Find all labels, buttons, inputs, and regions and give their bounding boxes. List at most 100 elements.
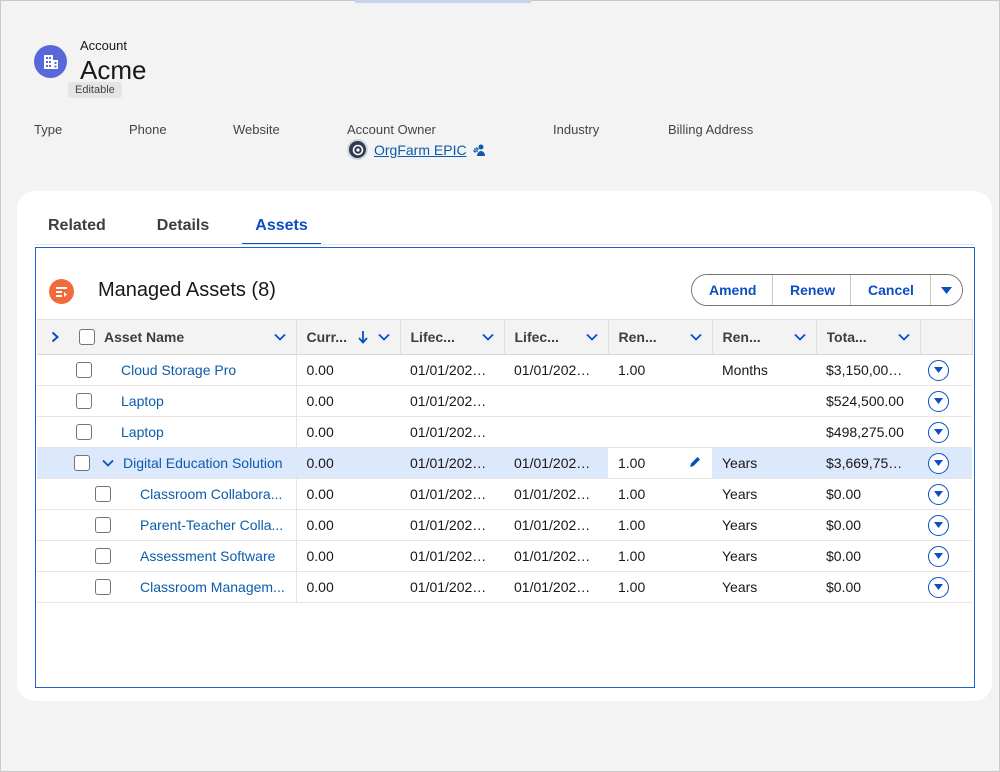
- lifecycle-end-cell: 01/01/2029,...: [504, 571, 608, 603]
- asset-name-link[interactable]: Parent-Teacher Colla...: [140, 517, 284, 533]
- collapse-chevron-icon[interactable]: [100, 459, 116, 467]
- expand-all-chevron-icon[interactable]: [51, 331, 59, 343]
- lifecycle-start-cell: 01/01/2026,...: [400, 478, 504, 510]
- lifecycle-end-cell: 01/01/2029,...: [504, 354, 608, 386]
- row-checkbox[interactable]: [95, 579, 111, 595]
- row-actions-cell: [920, 509, 972, 541]
- row-actions-cell: [920, 385, 972, 417]
- row-actions-cell: [920, 540, 972, 572]
- user-avatar-icon: [347, 139, 368, 160]
- chevron-down-icon[interactable]: [793, 333, 806, 341]
- asset-name-cell: Digital Education Solution: [37, 447, 297, 479]
- lifecycle-start-cell: 01/01/2026,...: [400, 540, 504, 572]
- current-quantity-cell: 0.00: [296, 385, 400, 417]
- account-building-icon: [34, 45, 67, 78]
- asset-name-link[interactable]: Assessment Software: [140, 548, 276, 564]
- table-row[interactable]: Laptop 0.00 01/01/2026,... $498,275.00: [37, 416, 972, 448]
- total-cell: $0.00: [816, 478, 920, 510]
- column-label: Lifec...: [410, 329, 455, 345]
- row-checkbox[interactable]: [76, 362, 92, 378]
- tab-details[interactable]: Details: [156, 217, 210, 234]
- renewal-quantity-cell: 1.00: [608, 509, 712, 541]
- table-row[interactable]: Classroom Managem... 0.00 01/01/2026,... 01…: [37, 571, 972, 603]
- table-row[interactable]: Parent-Teacher Colla... 0.00 01/01/2026,..…: [37, 509, 972, 541]
- row-actions-dropdown-icon[interactable]: [928, 390, 949, 412]
- cancel-button[interactable]: Cancel: [851, 275, 931, 305]
- owner-link[interactable]: OrgFarm EPIC: [374, 141, 467, 158]
- tab-bar: Related Details Assets: [31, 217, 321, 245]
- lifecycle-start-cell: 01/01/2026,...: [400, 447, 504, 479]
- field-label-website: Website: [233, 122, 280, 137]
- row-checkbox[interactable]: [74, 455, 90, 471]
- renew-button[interactable]: Renew: [773, 275, 851, 305]
- row-checkbox[interactable]: [95, 548, 111, 564]
- asset-name-link[interactable]: Classroom Managem...: [140, 579, 285, 595]
- column-header-lifecycle-start[interactable]: Lifec...: [400, 319, 505, 355]
- sort-descending-arrow-icon[interactable]: [357, 330, 368, 344]
- chevron-down-icon[interactable]: [481, 333, 494, 341]
- row-actions-dropdown-icon[interactable]: [928, 576, 949, 598]
- total-cell: $0.00: [816, 571, 920, 603]
- renewal-term-cell: Years: [712, 540, 816, 572]
- tab-assets[interactable]: Assets: [242, 217, 321, 245]
- row-checkbox[interactable]: [76, 393, 92, 409]
- renewal-quantity-cell: 1.00: [608, 478, 712, 510]
- row-checkbox[interactable]: [76, 424, 92, 440]
- renewal-quantity-cell[interactable]: 1.00: [608, 447, 712, 479]
- asset-name-link[interactable]: Digital Education Solution: [123, 455, 283, 471]
- current-quantity-cell: 0.00: [296, 509, 400, 541]
- table-row[interactable]: Digital Education Solution 0.00 01/01/2026…: [37, 447, 972, 479]
- chevron-down-icon[interactable]: [377, 333, 390, 341]
- field-label-type: Type: [34, 122, 63, 137]
- more-actions-button[interactable]: [931, 275, 962, 305]
- chevron-down-icon[interactable]: [897, 333, 910, 341]
- column-header-total[interactable]: Tota...: [816, 319, 921, 355]
- lifecycle-start-cell: 01/01/2026,...: [400, 571, 504, 603]
- row-actions-dropdown-icon[interactable]: [928, 421, 949, 443]
- asset-name-cell: Parent-Teacher Colla...: [37, 509, 297, 541]
- table-row[interactable]: Assessment Software 0.00 01/01/2026,... 01/…: [37, 540, 972, 572]
- asset-name-link[interactable]: Classroom Collabora...: [140, 486, 283, 502]
- total-cell: $524,500.00: [816, 385, 920, 417]
- row-checkbox[interactable]: [95, 517, 111, 533]
- row-actions-dropdown-icon[interactable]: [928, 452, 949, 474]
- renewal-term-cell: Months: [712, 354, 816, 386]
- row-actions-cell: [920, 478, 972, 510]
- chevron-down-icon[interactable]: [273, 333, 286, 341]
- row-actions-dropdown-icon[interactable]: [928, 545, 949, 567]
- asset-name-link[interactable]: Laptop: [121, 424, 164, 440]
- asset-name-link[interactable]: Cloud Storage Pro: [121, 362, 237, 378]
- field-label-industry: Industry: [553, 122, 600, 137]
- select-all-checkbox[interactable]: [79, 329, 95, 345]
- table-row[interactable]: Cloud Storage Pro 0.00 01/01/2026,... 01/01…: [37, 354, 972, 386]
- column-label: Curr...: [306, 329, 347, 345]
- lifecycle-start-cell: 01/01/2026,...: [400, 416, 504, 448]
- renewal-term-cell: [712, 416, 816, 448]
- column-header-renewal-quantity[interactable]: Ren...: [608, 319, 713, 355]
- edit-pencil-icon[interactable]: [688, 455, 702, 472]
- renewal-term-cell: [712, 385, 816, 417]
- lifecycle-start-cell: 01/01/2027,...: [400, 385, 504, 417]
- row-actions-dropdown-icon[interactable]: [928, 359, 949, 381]
- chevron-down-icon[interactable]: [689, 333, 702, 341]
- change-owner-icon[interactable]: [472, 143, 487, 157]
- table-row[interactable]: Laptop 0.00 01/01/2027,... $524,500.00: [37, 385, 972, 417]
- tab-related[interactable]: Related: [48, 217, 106, 234]
- asset-name-link[interactable]: Laptop: [121, 393, 164, 409]
- row-actions-dropdown-icon[interactable]: [928, 483, 949, 505]
- total-cell: $0.00: [816, 540, 920, 572]
- table-row[interactable]: Classroom Collabora... 0.00 01/01/2026,...…: [37, 478, 972, 510]
- account-name-title: Acme: [80, 55, 147, 85]
- amend-button[interactable]: Amend: [692, 275, 773, 305]
- column-header-current-quantity[interactable]: Curr...: [296, 319, 401, 355]
- chevron-down-icon[interactable]: [585, 333, 598, 341]
- column-header-asset-name[interactable]: Asset Name: [37, 319, 297, 355]
- row-actions-dropdown-icon[interactable]: [928, 514, 949, 536]
- column-header-renewal-term[interactable]: Ren...: [712, 319, 817, 355]
- row-checkbox[interactable]: [95, 486, 111, 502]
- action-button-group: Amend Renew Cancel: [691, 274, 963, 306]
- column-header-lifecycle-end[interactable]: Lifec...: [504, 319, 609, 355]
- renewal-quantity-cell: 1.00: [608, 571, 712, 603]
- total-cell: $3,150,000....: [816, 354, 920, 386]
- row-actions-cell: [920, 416, 972, 448]
